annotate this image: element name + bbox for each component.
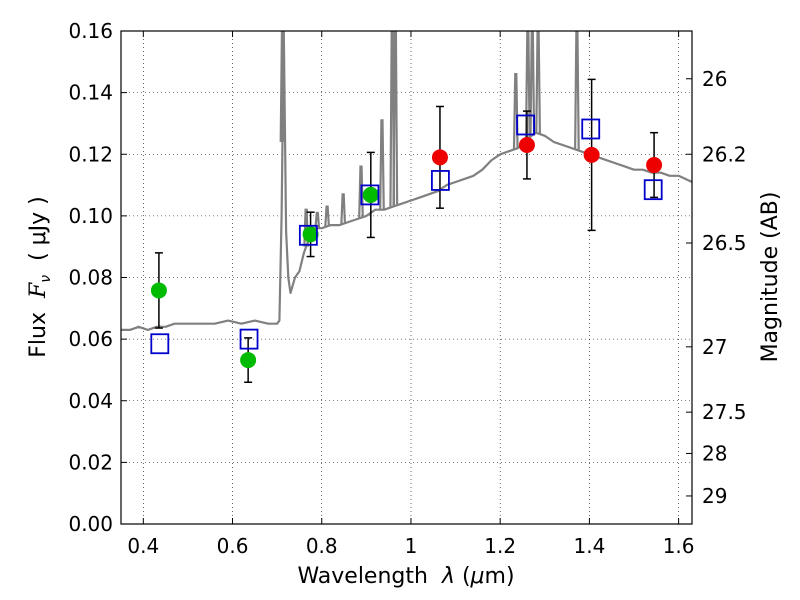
emission-line [524, 31, 531, 139]
emission-line [340, 193, 347, 224]
y2-tick-label: 26 [702, 67, 727, 91]
model-square [581, 118, 601, 140]
y2-ticks: 26 26.2 26.5 27 27.5 28 29 [686, 67, 747, 508]
y2-tick-label: 26.5 [702, 231, 747, 255]
model-square [643, 179, 663, 201]
x-tick-label: 0.6 [217, 534, 249, 558]
x-tick-label: 0.4 [127, 534, 159, 558]
y-tick-label: 0.10 [68, 204, 113, 228]
model-square [239, 328, 259, 350]
y-tick-label: 0.02 [68, 450, 113, 474]
y-tick-label: 0.12 [68, 142, 113, 166]
x-tick-label: 1.2 [484, 534, 516, 558]
emission-line [574, 31, 580, 150]
emission-line [392, 31, 399, 206]
x-tick-label: 1.6 [663, 534, 695, 558]
data-point [362, 186, 379, 203]
marker-layer [150, 114, 663, 369]
data-point [431, 149, 448, 166]
emission-line [535, 31, 541, 134]
model-square [298, 224, 318, 246]
x-tick-label: 0.8 [306, 534, 338, 558]
emission-line [512, 73, 519, 149]
y-tick-label: 0.14 [68, 81, 113, 105]
data-point [646, 157, 663, 174]
x-tick-label: 1 [405, 534, 418, 558]
y2-tick-label: 29 [702, 484, 727, 508]
model-square [431, 170, 450, 191]
y2-tick-label: 26.2 [702, 142, 747, 166]
y-tick-label: 0.16 [68, 19, 113, 43]
y2-tick-label: 27 [702, 335, 727, 359]
emission-line [314, 211, 321, 229]
data-point [518, 137, 535, 154]
data-point [240, 352, 257, 369]
data-point [302, 226, 319, 243]
y2-tick-label: 27.5 [702, 400, 747, 424]
y-tick-label: 0.08 [68, 266, 113, 290]
x-tick-label: 1.4 [573, 534, 605, 558]
y-ticks: 0.00 0.02 0.04 0.06 0.08 0.10 0.12 0.14 0.16 [68, 19, 127, 536]
x-ticks: 0.4 0.6 0.8 1 1.2 1.4 1.6 [127, 31, 695, 558]
model-square [516, 114, 536, 136]
model-square [150, 333, 170, 355]
y-tick-label: 0.00 [68, 512, 113, 536]
emission-line [379, 119, 385, 210]
data-point [150, 282, 167, 299]
y-tick-label: 0.04 [68, 389, 113, 413]
emission-line [279, 31, 286, 142]
data-point [583, 146, 600, 163]
y2-tick-label: 28 [702, 441, 727, 465]
emission-line [324, 205, 330, 227]
model-square [360, 184, 380, 206]
y-tick-label: 0.06 [68, 327, 113, 351]
emission-line [529, 31, 536, 136]
y-axis-label: Flux Fν ( μJy ) [26, 196, 54, 357]
x-axis-label: Wavelength λ (μm) [297, 564, 514, 589]
y2-axis-label: Magnitude (AB) [758, 192, 783, 363]
